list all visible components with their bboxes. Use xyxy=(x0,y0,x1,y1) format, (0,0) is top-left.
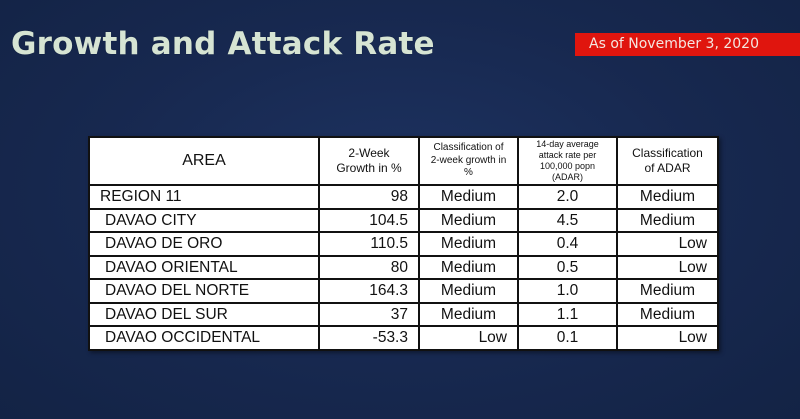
cell-growth: 37 xyxy=(318,301,420,327)
cell-growth-class: Medium xyxy=(418,301,519,327)
cell-adar-class: Low xyxy=(616,231,719,257)
cell-growth: 164.3 xyxy=(318,278,420,304)
cell-area: DAVAO CITY xyxy=(88,207,320,233)
cell-growth: 110.5 xyxy=(318,231,420,257)
cell-growth-class: Medium xyxy=(418,254,519,280)
cell-area: DAVAO DE ORO xyxy=(88,231,320,257)
growth-attack-rate-table: AREA 2-Week Growth in % Classification o… xyxy=(88,136,719,351)
cell-adar: 0.4 xyxy=(517,231,618,257)
cell-growth: -53.3 xyxy=(318,325,420,351)
cell-adar-class: Medium xyxy=(616,301,719,327)
cell-adar-class: Medium xyxy=(616,207,719,233)
column-header-adar-classification: Classification of ADAR xyxy=(616,136,719,186)
column-header-area: AREA xyxy=(88,136,320,186)
table-row: DAVAO OCCIDENTAL -53.3 Low 0.1 Low xyxy=(88,325,719,351)
cell-growth: 104.5 xyxy=(318,207,420,233)
cell-adar-class: Medium xyxy=(616,184,719,210)
cell-adar: 4.5 xyxy=(517,207,618,233)
cell-growth-class: Medium xyxy=(418,207,519,233)
cell-growth-class: Low xyxy=(418,325,519,351)
slide-title: Growth and Attack Rate xyxy=(11,26,435,62)
cell-growth: 98 xyxy=(318,184,420,210)
cell-growth: 80 xyxy=(318,254,420,280)
cell-area: DAVAO ORIENTAL xyxy=(88,254,320,280)
table-row: DAVAO ORIENTAL 80 Medium 0.5 Low xyxy=(88,254,719,280)
cell-adar: 0.5 xyxy=(517,254,618,280)
cell-adar-class: Low xyxy=(616,325,719,351)
table-row: REGION 11 98 Medium 2.0 Medium xyxy=(88,184,719,210)
cell-growth-class: Medium xyxy=(418,184,519,210)
cell-adar: 2.0 xyxy=(517,184,618,210)
cell-adar-class: Medium xyxy=(616,278,719,304)
table-row: DAVAO DEL NORTE 164.3 Medium 1.0 Medium xyxy=(88,278,719,304)
column-header-adar: 14-day average attack rate per 100,000 p… xyxy=(517,136,618,186)
cell-area: REGION 11 xyxy=(88,184,320,210)
column-header-growth-classification: Classification of 2-week growth in % xyxy=(418,136,519,186)
cell-adar: 0.1 xyxy=(517,325,618,351)
table-row: DAVAO DE ORO 110.5 Medium 0.4 Low xyxy=(88,231,719,257)
cell-adar-class: Low xyxy=(616,254,719,280)
cell-area: DAVAO DEL NORTE xyxy=(88,278,320,304)
table-row: DAVAO CITY 104.5 Medium 4.5 Medium xyxy=(88,207,719,233)
cell-growth-class: Medium xyxy=(418,278,519,304)
cell-area: DAVAO OCCIDENTAL xyxy=(88,325,320,351)
cell-area: DAVAO DEL SUR xyxy=(88,301,320,327)
table-header-row: AREA 2-Week Growth in % Classification o… xyxy=(88,136,719,186)
date-badge: As of November 3, 2020 xyxy=(575,33,800,56)
table-row: DAVAO DEL SUR 37 Medium 1.1 Medium xyxy=(88,301,719,327)
cell-growth-class: Medium xyxy=(418,231,519,257)
cell-adar: 1.1 xyxy=(517,301,618,327)
column-header-growth: 2-Week Growth in % xyxy=(318,136,420,186)
cell-adar: 1.0 xyxy=(517,278,618,304)
